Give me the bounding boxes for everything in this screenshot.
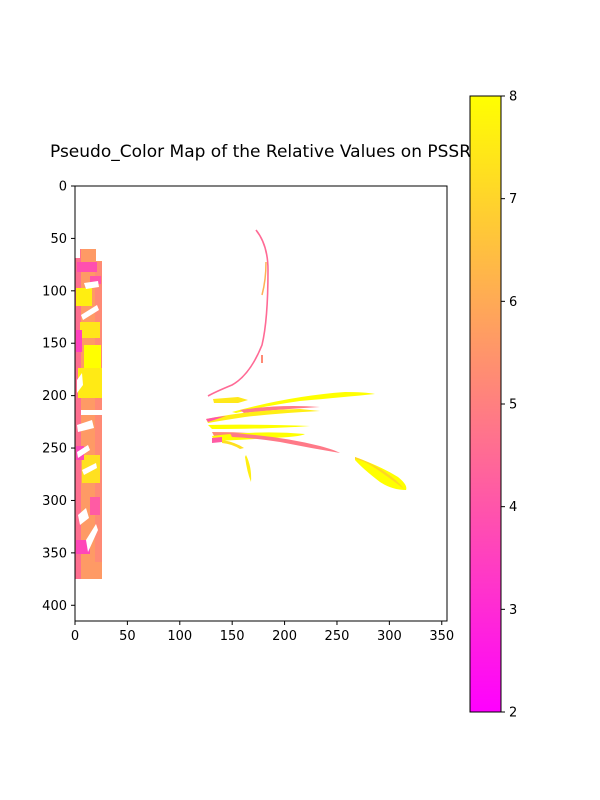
colorbar-tick-label: 3 xyxy=(509,603,517,618)
y-tick-label: 200 xyxy=(42,389,67,404)
y-tick-label: 150 xyxy=(42,337,67,352)
region-leaf-small xyxy=(245,455,252,482)
x-tick-label: 0 xyxy=(71,629,79,644)
colorbar-tick-label: 8 xyxy=(509,90,517,105)
y-tick-label: 100 xyxy=(42,284,67,299)
y-axis: 0 50 100 150 200 250 300 350 400 xyxy=(42,180,75,614)
x-tick-label: 50 xyxy=(119,629,136,644)
x-tick-label: 150 xyxy=(220,629,245,644)
y-tick-label: 0 xyxy=(59,180,67,195)
y-tick-label: 300 xyxy=(42,494,67,509)
colorbar-tick-label: 4 xyxy=(509,500,517,515)
plot-frame xyxy=(74,185,448,622)
colorbar-tick-label: 2 xyxy=(509,706,517,721)
x-tick-label: 100 xyxy=(167,629,192,644)
y-tick-label: 400 xyxy=(42,599,67,614)
colorbar-tick-label: 5 xyxy=(509,398,517,413)
x-axis: 0 50 100 150 200 250 300 350 xyxy=(71,621,454,644)
colorbar-ticks: 2 3 4 5 6 7 8 xyxy=(501,90,517,721)
y-tick-label: 250 xyxy=(42,442,67,457)
x-tick-label: 350 xyxy=(429,629,454,644)
chart-title: Pseudo_Color Map of the Relative Values … xyxy=(50,142,481,162)
x-tick-label: 300 xyxy=(377,629,402,644)
colorbar-gradient xyxy=(469,95,502,713)
colorbar: 2 3 4 5 6 7 8 xyxy=(469,90,517,721)
region-left-strip xyxy=(75,248,102,579)
colorbar-tick-label: 6 xyxy=(509,295,517,310)
region-arc xyxy=(207,229,269,397)
region-leaf-lower-right xyxy=(355,457,407,490)
region-leaf-cluster xyxy=(206,392,375,453)
y-tick-label: 350 xyxy=(42,546,67,561)
y-tick-label: 50 xyxy=(50,232,67,247)
x-tick-label: 200 xyxy=(272,629,297,644)
x-tick-label: 250 xyxy=(325,629,350,644)
colorbar-tick-label: 7 xyxy=(509,192,517,207)
heatmap-area xyxy=(75,229,407,579)
